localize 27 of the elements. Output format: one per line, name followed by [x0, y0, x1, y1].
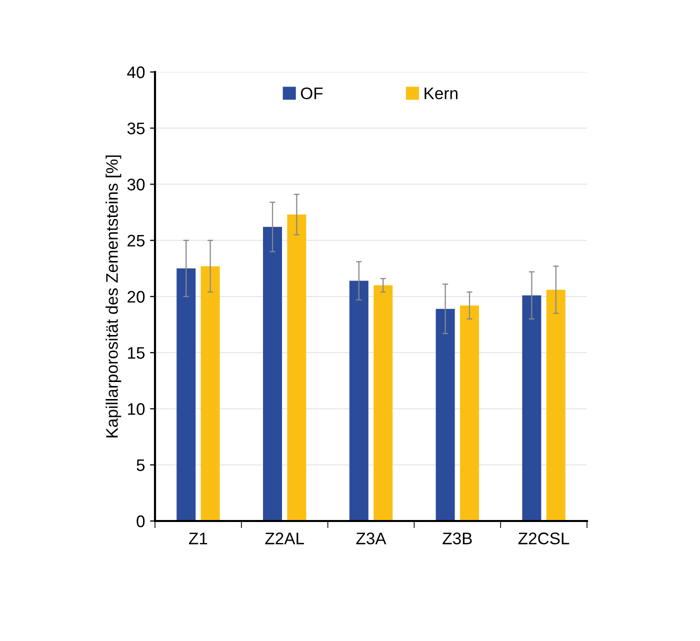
bar [176, 268, 196, 521]
y-tick-label: 30 [127, 178, 145, 190]
y-tick-label: 5 [136, 459, 145, 472]
bar [349, 280, 368, 521]
y-tick-label: 40 [127, 66, 145, 78]
x-tick-label: Z3B [442, 532, 472, 544]
y-tick-label: 25 [128, 234, 145, 247]
bar [460, 305, 479, 521]
y-tick-label: 15 [128, 347, 145, 359]
legend-label: Kern [424, 88, 458, 100]
bar [436, 308, 455, 521]
bar [374, 285, 393, 521]
y-tick-label: 20 [128, 290, 145, 303]
x-tick-label: Z3A [356, 532, 386, 544]
y-tick-label: 35 [127, 122, 145, 134]
x-tick-label: Z2AL [265, 532, 304, 544]
bar [263, 226, 282, 521]
bar [546, 290, 566, 521]
legend-label: OF [300, 87, 323, 100]
x-tick-label: Z1 [189, 532, 208, 544]
y-tick-label: 10 [128, 403, 145, 415]
bar [287, 214, 306, 521]
y-tick-label: 0 [136, 515, 145, 528]
y-axis-title: Kapillarporosität des Zementsteins [%] [106, 155, 122, 438]
x-tick-label: Z2CSL [518, 532, 570, 544]
bar [200, 266, 220, 521]
bar [522, 295, 542, 521]
